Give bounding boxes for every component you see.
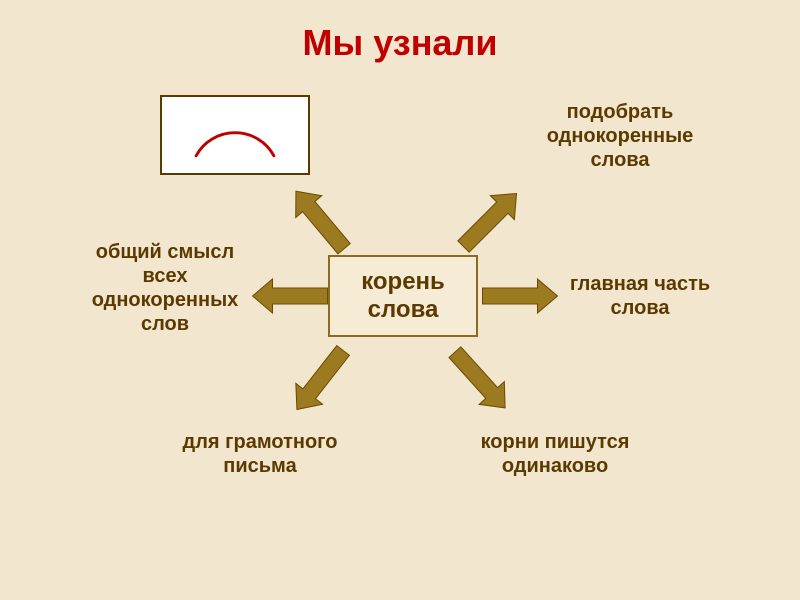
concept-left: общий смысл всех однокоренных слов bbox=[80, 240, 250, 336]
arrow-to-bottom-left bbox=[284, 340, 357, 420]
concept-right: главная часть слова bbox=[555, 272, 725, 320]
arrow-to-left bbox=[253, 279, 328, 313]
arrow-to-symbol bbox=[283, 180, 357, 259]
concept-top-right: подобрать однокоренные слова bbox=[520, 100, 720, 172]
concept-bottom-right: корни пишутся одинаково bbox=[475, 430, 635, 478]
concept-bottom-left: для грамотного письма bbox=[175, 430, 345, 478]
arrow-to-top-right bbox=[451, 181, 528, 258]
arrow-to-bottom-right bbox=[442, 341, 517, 419]
arrow-to-right bbox=[483, 279, 558, 313]
